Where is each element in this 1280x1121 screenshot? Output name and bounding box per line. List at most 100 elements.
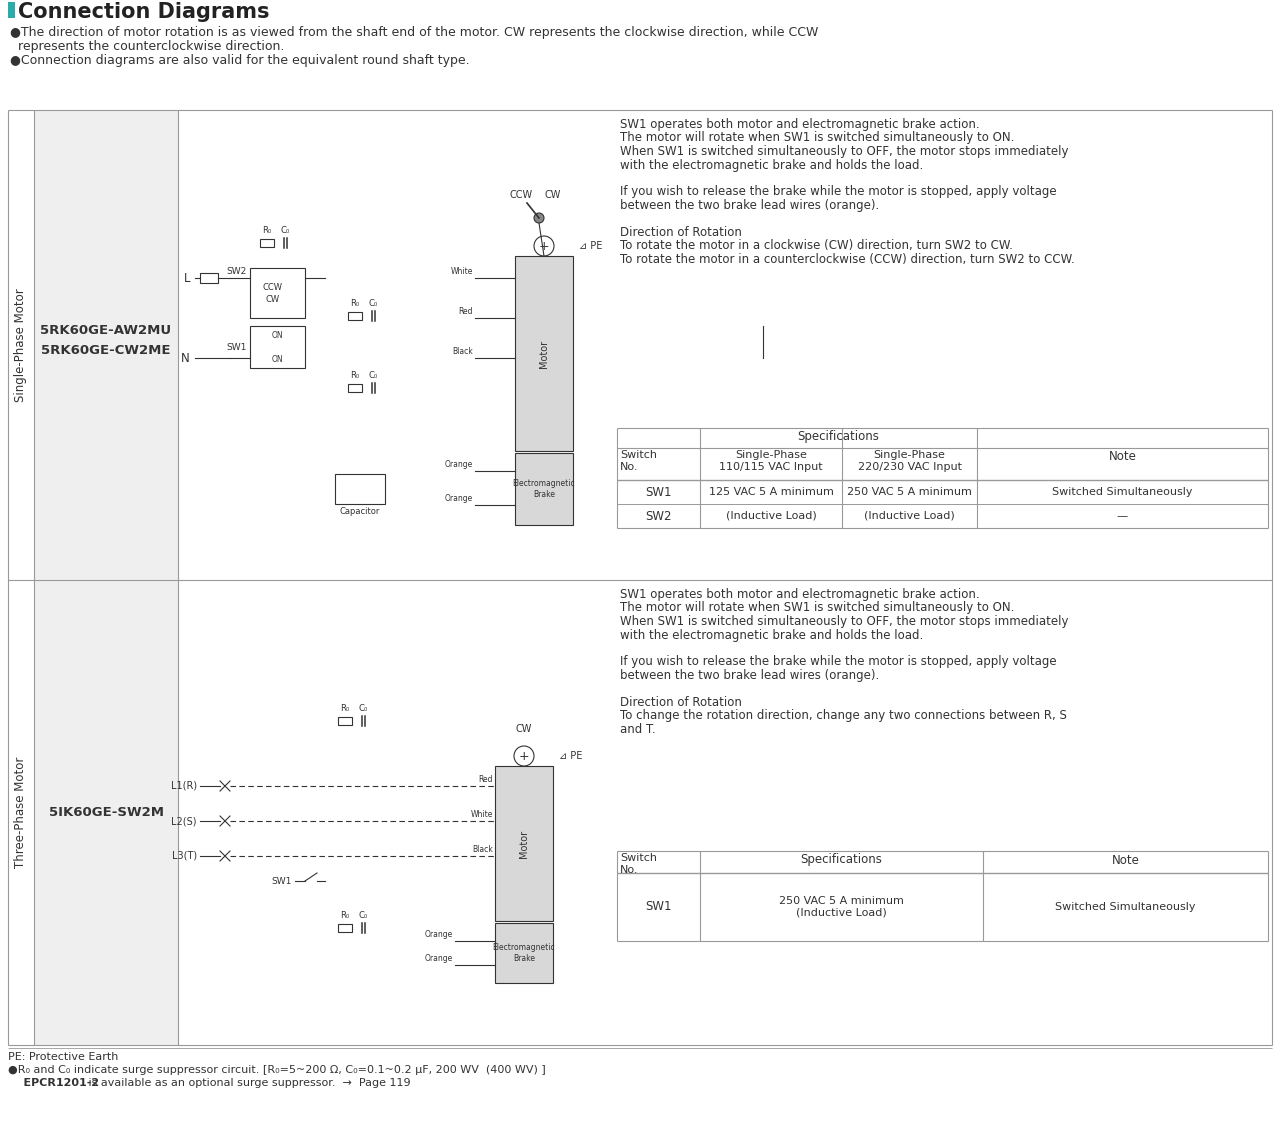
- Text: 250 VAC 5 A minimum: 250 VAC 5 A minimum: [847, 487, 972, 497]
- Text: R₀: R₀: [340, 704, 349, 713]
- Bar: [260, 239, 274, 247]
- Bar: [338, 924, 352, 932]
- Text: SW1: SW1: [645, 485, 672, 499]
- Text: Capacitor: Capacitor: [339, 507, 380, 516]
- Text: ⊿ PE: ⊿ PE: [559, 751, 582, 761]
- Text: To rotate the motor in a counterclockwise (CCW) direction, turn SW2 to CCW.: To rotate the motor in a counterclockwis…: [620, 253, 1075, 266]
- Text: Orange: Orange: [444, 494, 474, 503]
- Text: SW2: SW2: [227, 267, 247, 276]
- Text: and T.: and T.: [620, 723, 655, 736]
- Text: Three-Phase Motor: Three-Phase Motor: [14, 757, 27, 868]
- Text: Motor: Motor: [518, 830, 529, 858]
- Text: SW1 operates both motor and electromagnetic brake action.: SW1 operates both motor and electromagne…: [620, 589, 979, 601]
- Text: (Inductive Load): (Inductive Load): [864, 511, 955, 521]
- Text: Single-Phase: Single-Phase: [873, 450, 946, 460]
- Circle shape: [534, 213, 544, 223]
- Text: L1(R): L1(R): [170, 781, 197, 791]
- Text: No.: No.: [620, 865, 639, 876]
- Text: R₀: R₀: [351, 371, 360, 380]
- Text: When SW1 is switched simultaneously to OFF, the motor stops immediately: When SW1 is switched simultaneously to O…: [620, 145, 1069, 158]
- Text: CW: CW: [516, 724, 532, 734]
- Text: Black: Black: [472, 845, 493, 854]
- Bar: [348, 385, 362, 392]
- Text: C₀: C₀: [358, 704, 367, 713]
- Circle shape: [515, 745, 534, 766]
- Bar: [250, 268, 305, 318]
- Text: 110/115 VAC Input: 110/115 VAC Input: [719, 462, 823, 472]
- Text: Orange: Orange: [425, 930, 453, 939]
- Text: R₀: R₀: [262, 226, 271, 235]
- Text: (Inductive Load): (Inductive Load): [726, 511, 817, 521]
- Text: —: —: [1117, 511, 1128, 521]
- Text: between the two brake lead wires (orange).: between the two brake lead wires (orange…: [620, 200, 879, 212]
- Text: When SW1 is switched simultaneously to OFF, the motor stops immediately: When SW1 is switched simultaneously to O…: [620, 615, 1069, 628]
- Text: Switch: Switch: [620, 853, 657, 863]
- Text: SW1: SW1: [271, 877, 292, 886]
- Text: 220/230 VAC Input: 220/230 VAC Input: [858, 462, 961, 472]
- Text: Note: Note: [1108, 451, 1137, 463]
- Bar: [495, 766, 553, 921]
- Text: PE: Protective Earth: PE: Protective Earth: [8, 1051, 118, 1062]
- Text: Specifications: Specifications: [797, 430, 879, 443]
- Text: Switched Simultaneously: Switched Simultaneously: [1055, 902, 1196, 912]
- Text: If you wish to release the brake while the motor is stopped, apply voltage: If you wish to release the brake while t…: [620, 656, 1056, 668]
- Text: The motor will rotate when SW1 is switched simultaneously to ON.: The motor will rotate when SW1 is switch…: [620, 602, 1014, 614]
- Text: 125 VAC 5 A minimum: 125 VAC 5 A minimum: [709, 487, 833, 497]
- Text: White: White: [471, 810, 493, 819]
- Text: Note: Note: [1111, 853, 1139, 867]
- Text: Direction of Rotation: Direction of Rotation: [620, 696, 742, 708]
- Text: Single-Phase: Single-Phase: [735, 450, 806, 460]
- Bar: [515, 256, 573, 451]
- Text: If you wish to release the brake while the motor is stopped, apply voltage: If you wish to release the brake while t…: [620, 185, 1056, 198]
- Text: CCW: CCW: [262, 282, 283, 291]
- Text: L3(T): L3(T): [172, 851, 197, 861]
- Text: Switched Simultaneously: Switched Simultaneously: [1052, 487, 1193, 497]
- Text: Specifications: Specifications: [800, 853, 882, 867]
- Text: Orange: Orange: [425, 954, 453, 963]
- Bar: [8, 2, 15, 18]
- Text: C₀: C₀: [369, 299, 378, 308]
- Text: No.: No.: [620, 462, 639, 472]
- Text: between the two brake lead wires (orange).: between the two brake lead wires (orange…: [620, 669, 879, 682]
- Bar: [200, 274, 218, 282]
- Text: CW: CW: [545, 189, 561, 200]
- Text: is available as an optional surge suppressor.  →  Page 119: is available as an optional surge suppre…: [84, 1078, 411, 1088]
- Bar: [335, 474, 385, 504]
- Text: CCW: CCW: [509, 189, 532, 200]
- Text: 250 VAC 5 A minimum
(Inductive Load): 250 VAC 5 A minimum (Inductive Load): [780, 896, 904, 918]
- Text: 5RK60GE-CW2ME: 5RK60GE-CW2ME: [41, 343, 170, 356]
- Text: +: +: [518, 750, 530, 762]
- Text: Red: Red: [479, 775, 493, 784]
- Text: L: L: [183, 271, 189, 285]
- Text: ●R₀ and C₀ indicate surge suppressor circuit. [R₀=5~200 Ω, C₀=0.1~0.2 μF, 200 WV: ●R₀ and C₀ indicate surge suppressor cir…: [8, 1065, 545, 1075]
- Text: R₀: R₀: [351, 299, 360, 308]
- Text: Motor: Motor: [539, 340, 549, 368]
- Text: with the electromagnetic brake and holds the load.: with the electromagnetic brake and holds…: [620, 629, 923, 641]
- Text: CW: CW: [265, 295, 279, 304]
- Text: Electromagnetic
Brake: Electromagnetic Brake: [493, 943, 556, 963]
- Text: C₀: C₀: [280, 226, 289, 235]
- Text: L2(S): L2(S): [172, 816, 197, 826]
- Text: 5IK60GE-SW2M: 5IK60GE-SW2M: [49, 806, 164, 819]
- Text: ●Connection diagrams are also valid for the equivalent round shaft type.: ●Connection diagrams are also valid for …: [10, 54, 470, 67]
- Text: Black: Black: [452, 348, 474, 356]
- Text: R₀: R₀: [340, 911, 349, 920]
- Text: SW2: SW2: [645, 510, 672, 522]
- Text: EPCR1201-2: EPCR1201-2: [8, 1078, 99, 1088]
- Text: ON: ON: [271, 332, 283, 341]
- Bar: [250, 326, 305, 368]
- Text: Switch: Switch: [620, 450, 657, 460]
- Text: Orange: Orange: [444, 460, 474, 469]
- Text: Electromagnetic
Brake: Electromagnetic Brake: [513, 480, 575, 499]
- Bar: [495, 923, 553, 983]
- Text: with the electromagnetic brake and holds the load.: with the electromagnetic brake and holds…: [620, 158, 923, 172]
- Bar: [338, 717, 352, 725]
- Text: C₀: C₀: [369, 371, 378, 380]
- Circle shape: [534, 237, 554, 256]
- Text: C₀: C₀: [358, 911, 367, 920]
- Text: ON: ON: [271, 355, 283, 364]
- Text: To rotate the motor in a clockwise (CW) direction, turn SW2 to CW.: To rotate the motor in a clockwise (CW) …: [620, 240, 1012, 252]
- Text: N: N: [182, 352, 189, 364]
- Text: +: +: [539, 240, 549, 252]
- Text: To change the rotation direction, change any two connections between R, S: To change the rotation direction, change…: [620, 710, 1066, 723]
